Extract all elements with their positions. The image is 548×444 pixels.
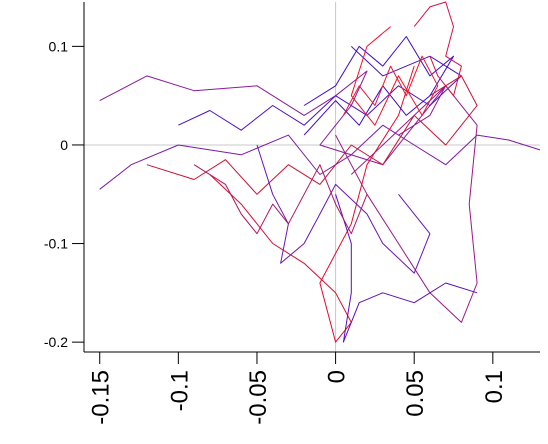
x-tick-label-6: 0.1 [481,370,508,403]
series-line-6 [209,65,415,343]
y-tick-label-3: -0.1 [44,236,68,252]
y-tick-label-2: 0 [60,137,68,153]
series-layer [99,1,541,343]
series-line-5 [335,85,478,323]
axes [83,2,540,353]
x-tick-label-1: -0.15 [88,370,115,425]
x-tick-label-4: 0 [324,370,351,383]
x-tick-label-2: -0.1 [166,370,193,411]
series-line-9 [256,144,431,274]
x-tick-label-3: -0.05 [245,370,272,425]
series-line-10 [413,1,462,97]
series-line-11 [335,194,478,343]
series-line-4 [146,75,478,195]
x-axis-ticks: -0.15 -0.1 -0.05 0 0.05 0.1 [88,352,508,425]
x-tick-label-5: 0.05 [402,370,429,417]
series-line-7 [303,36,454,136]
series-line-2 [99,124,541,190]
series-line-12 [193,164,368,235]
y-tick-label-4: -0.2 [44,334,68,350]
series-line-1 [99,70,447,166]
series-line-8 [342,26,439,126]
y-axis-ticks: 0.1 0 -0.1 -0.2 [44,38,84,350]
y-tick-label-1: 0.1 [49,38,69,54]
